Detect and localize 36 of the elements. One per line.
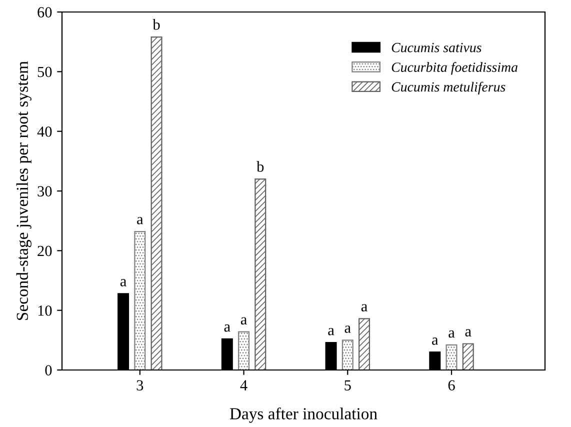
- data-label: a: [448, 330, 455, 338]
- bar: [342, 340, 354, 370]
- legend-label: Cucumis sativus: [392, 42, 482, 52]
- data-label: a: [224, 324, 230, 332]
- x-tick-label: 6: [448, 380, 455, 390]
- x-axis-title: Days after inoculation: [230, 407, 378, 423]
- x-tick-label: 3: [136, 380, 144, 390]
- y-tick-label: 20: [38, 246, 52, 256]
- legend-label: Cucurbita foetidissima: [392, 62, 518, 75]
- bar: [254, 178, 266, 370]
- data-label: b: [152, 19, 160, 30]
- x-tick-label: 5: [344, 380, 351, 390]
- data-label: a: [465, 329, 472, 336]
- bar: [446, 344, 458, 370]
- legend-label: Cucumis metuliferus: [392, 82, 506, 94]
- data-label: a: [137, 216, 144, 224]
- bar: [462, 343, 474, 370]
- data-label: a: [120, 279, 126, 286]
- data-label: a: [432, 338, 438, 345]
- y-axis-title: Second-stage juveniles per root system: [16, 61, 32, 320]
- y-tick-label: 30: [38, 186, 52, 196]
- data-label: b: [256, 161, 264, 172]
- y-tick-label: 40: [37, 126, 52, 137]
- data-label: a: [240, 317, 247, 325]
- x-tick-label: 4: [240, 380, 248, 390]
- bar: [150, 36, 162, 370]
- y-tick-label: 0: [45, 365, 52, 376]
- bar: [134, 231, 146, 370]
- y-tick-label: 50: [38, 66, 52, 78]
- data-label: a: [328, 328, 334, 336]
- data-label: a: [344, 326, 351, 333]
- y-tick-label: 60: [38, 7, 52, 18]
- data-label: a: [361, 304, 368, 312]
- bar: [238, 331, 250, 370]
- y-tick-label: 10: [38, 305, 52, 316]
- bar: [358, 318, 370, 370]
